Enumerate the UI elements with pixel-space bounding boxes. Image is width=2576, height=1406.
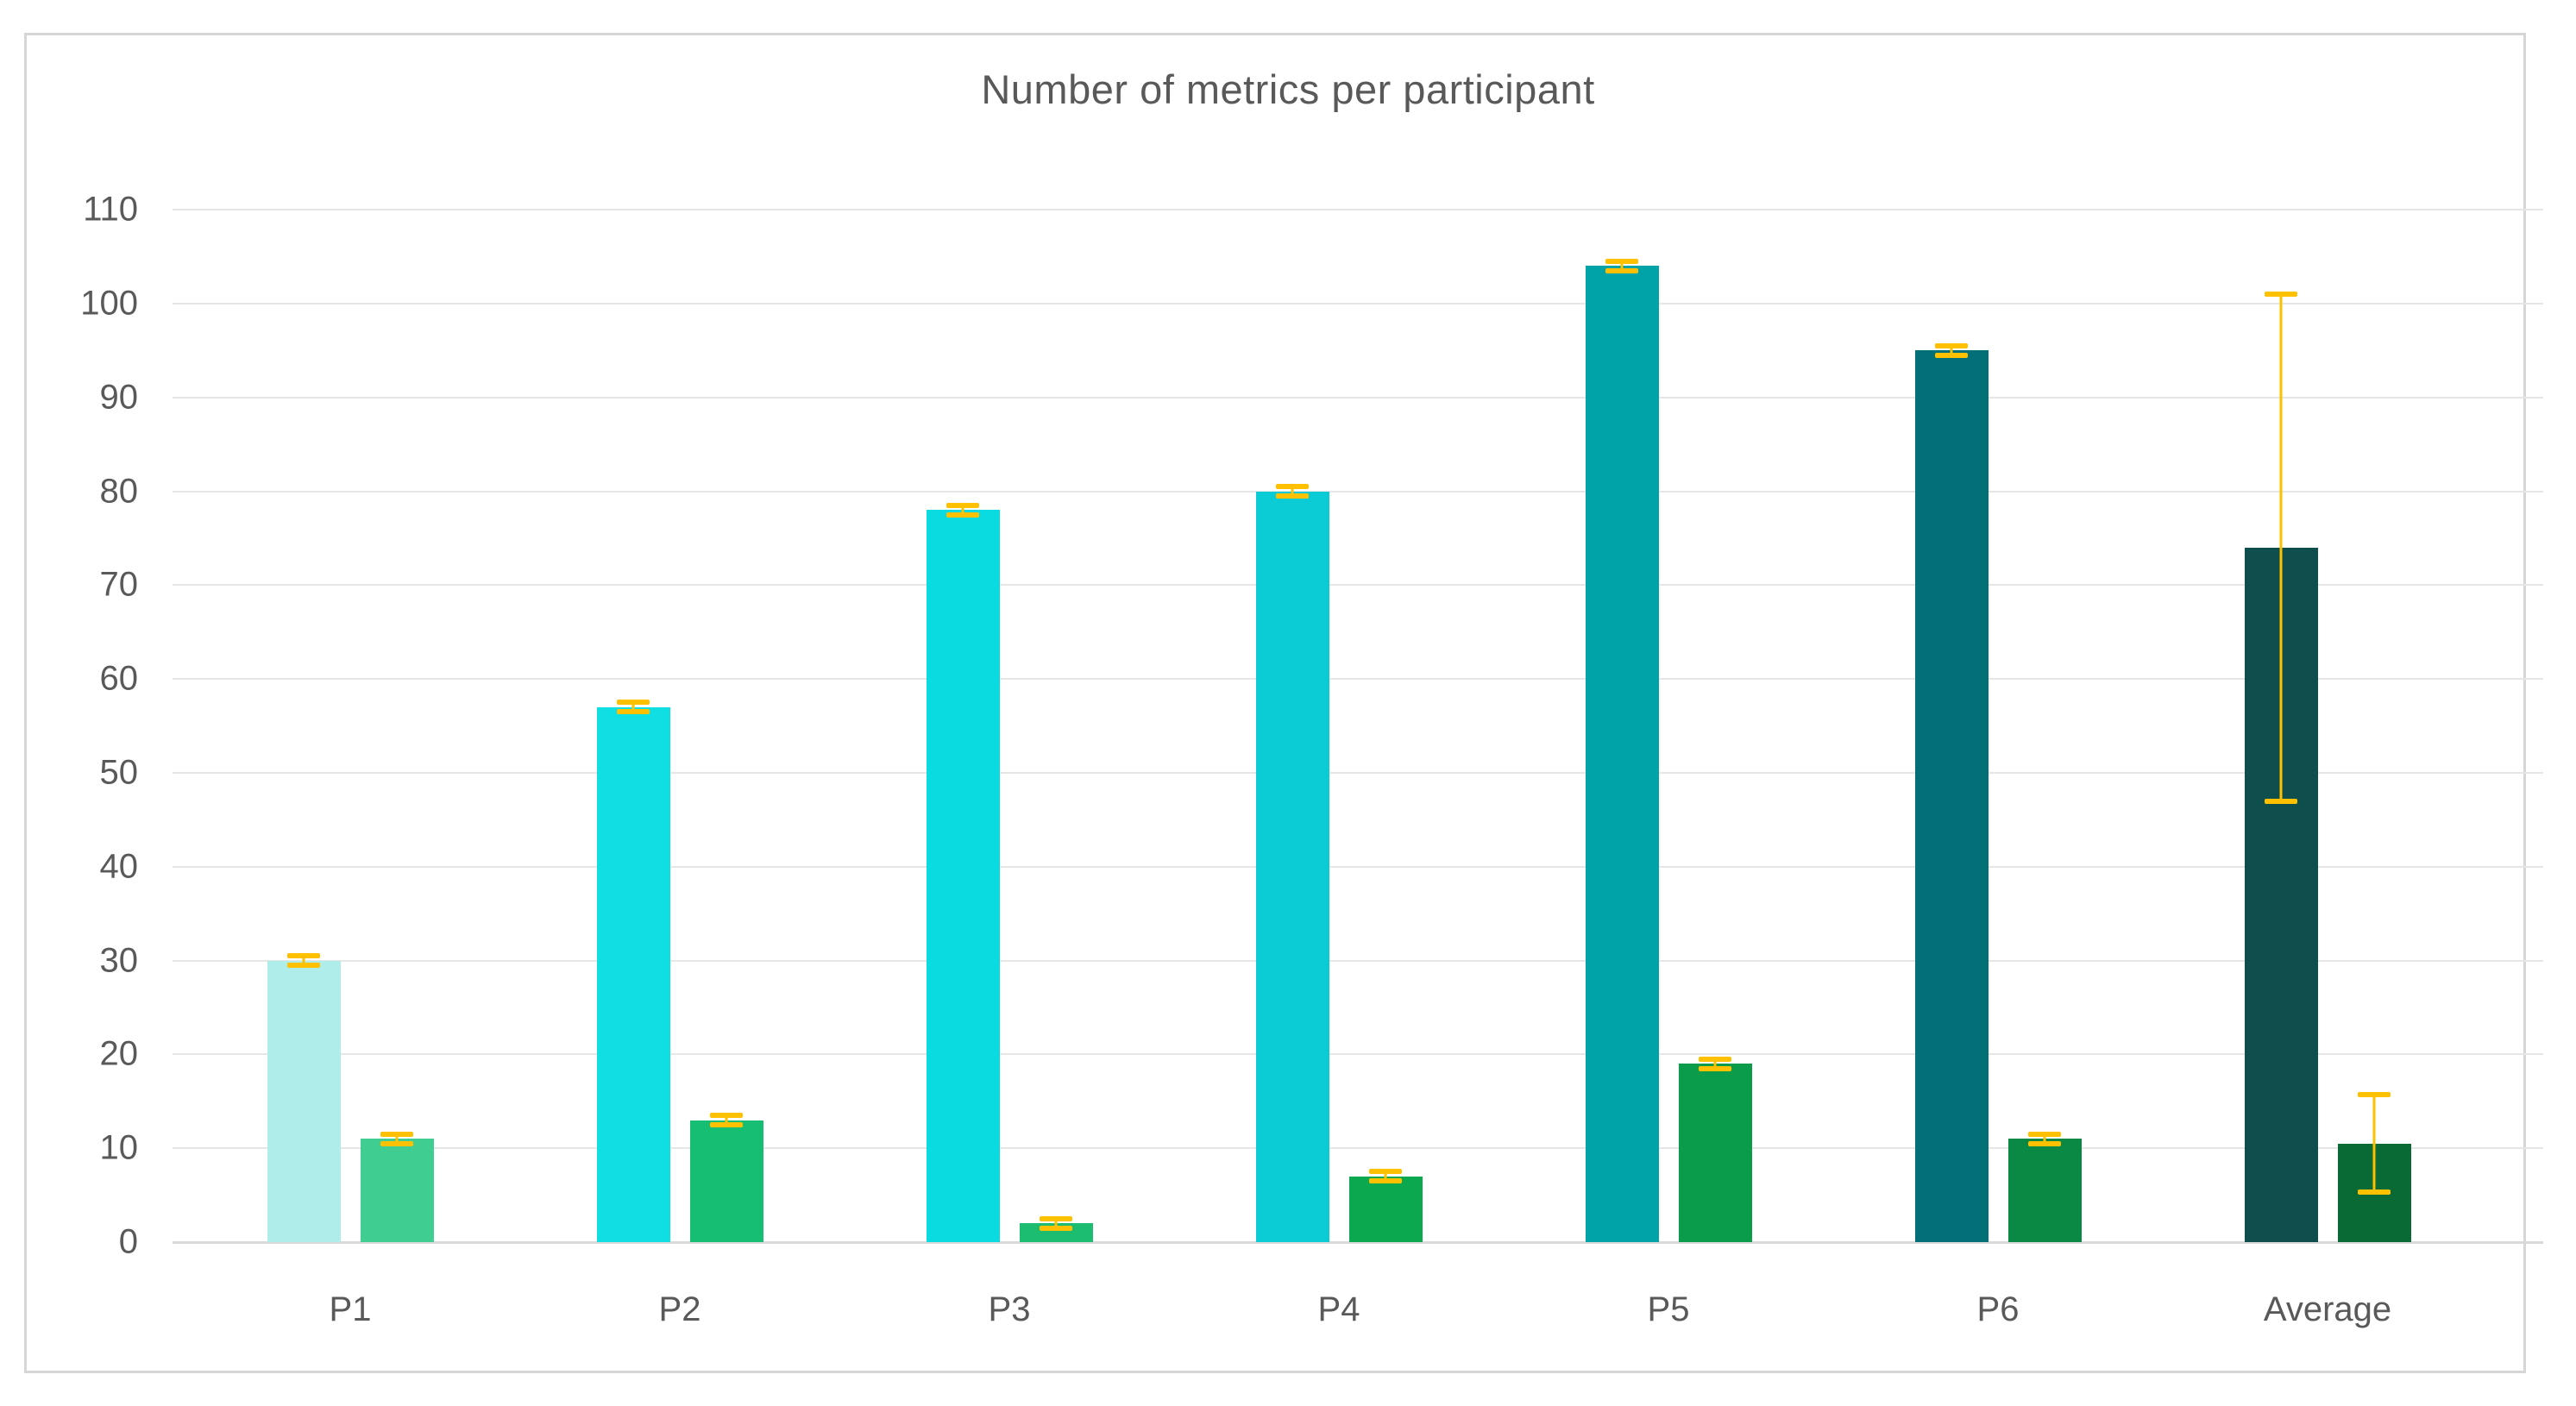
gridline-20 bbox=[173, 1053, 2543, 1056]
y-axis-label-60: 60 bbox=[99, 659, 139, 698]
error-bar-cap-bottom-series-2-Average bbox=[2358, 1189, 2391, 1196]
error-bar-cap-bottom-series-2-P3 bbox=[1040, 1225, 1072, 1231]
gridline-60 bbox=[173, 678, 2543, 681]
y-axis-label-100: 100 bbox=[80, 284, 138, 323]
error-bar-whisker-series-1-Average bbox=[2279, 294, 2283, 801]
error-bar-cap-bottom-series-2-P1 bbox=[380, 1140, 413, 1146]
error-bar-cap-bottom-series-1-P3 bbox=[946, 512, 979, 518]
y-axis-label-80: 80 bbox=[99, 472, 139, 511]
x-axis-label-P6: P6 bbox=[1976, 1290, 2020, 1328]
gridline-70 bbox=[173, 584, 2543, 587]
y-axis-label-110: 110 bbox=[83, 190, 138, 229]
error-bar-cap-bottom-series-2-P6 bbox=[2028, 1140, 2061, 1146]
y-axis-label-10: 10 bbox=[99, 1128, 139, 1167]
error-bar-cap-bottom-series-1-P2 bbox=[617, 709, 650, 715]
bar-series-2-P4 bbox=[1348, 1176, 1423, 1242]
error-bar-whisker-series-2-P1 bbox=[395, 1133, 399, 1144]
bar-series-1-P2 bbox=[596, 706, 670, 1242]
bar-series-1-P5 bbox=[1585, 266, 1659, 1242]
gridline-50 bbox=[173, 772, 2543, 774]
error-bar-whisker-series-2-P5 bbox=[1713, 1058, 1717, 1069]
error-bar-cap-bottom-series-1-P1 bbox=[287, 963, 320, 969]
error-bar-cap-bottom-series-1-P5 bbox=[1605, 267, 1638, 273]
x-axis-label-Average: Average bbox=[2263, 1290, 2392, 1328]
y-axis-label-70: 70 bbox=[99, 565, 139, 604]
error-bar-whisker-series-1-P5 bbox=[1620, 261, 1624, 271]
y-axis-label-0: 0 bbox=[118, 1222, 138, 1261]
error-bar-cap-top-series-1-P1 bbox=[287, 953, 320, 959]
error-bar-cap-bottom-series-1-P6 bbox=[1935, 352, 1968, 358]
gridline-100 bbox=[173, 303, 2543, 304]
x-axis-label-P2: P2 bbox=[658, 1290, 701, 1328]
error-bar-cap-bottom-series-2-P5 bbox=[1699, 1065, 1731, 1071]
error-bar-whisker-series-2-Average bbox=[2372, 1095, 2376, 1193]
error-bar-cap-bottom-series-2-P4 bbox=[1369, 1178, 1402, 1184]
error-bar-cap-top-series-2-P3 bbox=[1040, 1215, 1072, 1221]
error-bar-whisker-series-2-P3 bbox=[1054, 1218, 1058, 1228]
bar-series-1-P6 bbox=[1914, 350, 1989, 1242]
x-axis-line bbox=[173, 1241, 2543, 1244]
error-bar-whisker-series-1-P1 bbox=[302, 956, 305, 966]
error-bar-cap-top-series-2-P2 bbox=[710, 1113, 743, 1119]
error-bar-cap-top-series-1-P5 bbox=[1605, 259, 1638, 265]
error-bar-whisker-series-2-P4 bbox=[1384, 1171, 1387, 1182]
bar-series-1-P1 bbox=[267, 960, 341, 1242]
error-bar-cap-top-series-2-P4 bbox=[1369, 1169, 1402, 1175]
x-axis-label-P3: P3 bbox=[988, 1290, 1031, 1328]
error-bar-cap-top-series-2-P1 bbox=[380, 1131, 413, 1137]
error-bar-cap-top-series-1-P3 bbox=[946, 502, 979, 508]
gridline-80 bbox=[173, 490, 2543, 493]
error-bar-whisker-series-1-P6 bbox=[1950, 345, 1953, 355]
error-bar-cap-bottom-series-1-Average bbox=[2265, 798, 2297, 804]
gridline-40 bbox=[173, 865, 2543, 868]
chart-title: Number of metrics per participant bbox=[981, 66, 1595, 112]
error-bar-whisker-series-2-P6 bbox=[2043, 1133, 2046, 1144]
y-axis-label-90: 90 bbox=[99, 378, 139, 417]
error-bar-cap-bottom-series-2-P2 bbox=[710, 1122, 743, 1127]
error-bar-whisker-series-1-P2 bbox=[631, 702, 635, 712]
error-bar-cap-top-series-1-P4 bbox=[1276, 484, 1309, 490]
x-axis-label-P5: P5 bbox=[1647, 1290, 1690, 1328]
error-bar-cap-top-series-2-Average bbox=[2358, 1092, 2391, 1098]
bar-series-2-P5 bbox=[1678, 1064, 1752, 1242]
error-bar-cap-top-series-1-P6 bbox=[1935, 342, 1968, 348]
error-bar-cap-top-series-1-P2 bbox=[617, 700, 650, 706]
error-bar-cap-top-series-2-P6 bbox=[2028, 1131, 2061, 1137]
y-axis-label-40: 40 bbox=[99, 847, 139, 886]
gridline-30 bbox=[173, 959, 2543, 962]
bar-series-1-P3 bbox=[926, 510, 1000, 1242]
error-bar-whisker-series-1-P3 bbox=[961, 505, 964, 515]
error-bar-cap-top-series-1-Average bbox=[2265, 292, 2297, 298]
y-axis-label-50: 50 bbox=[99, 753, 139, 792]
error-bar-whisker-series-2-P2 bbox=[725, 1115, 728, 1125]
gridline-90 bbox=[173, 396, 2543, 399]
bar-series-2-P3 bbox=[1019, 1223, 1093, 1242]
error-bar-cap-top-series-2-P5 bbox=[1699, 1056, 1731, 1062]
y-axis-label-20: 20 bbox=[99, 1034, 139, 1073]
gridline-110 bbox=[173, 209, 2543, 211]
bar-series-2-P1 bbox=[360, 1139, 434, 1242]
error-bar-cap-bottom-series-1-P4 bbox=[1276, 493, 1309, 499]
error-bar-whisker-series-1-P4 bbox=[1291, 486, 1294, 497]
x-axis-label-P4: P4 bbox=[1317, 1290, 1360, 1328]
y-axis-label-30: 30 bbox=[99, 941, 139, 980]
bar-series-2-P2 bbox=[689, 1120, 763, 1242]
bar-series-1-P4 bbox=[1255, 491, 1329, 1242]
x-axis-label-P1: P1 bbox=[329, 1290, 372, 1328]
gridline-10 bbox=[173, 1147, 2543, 1150]
bar-series-2-P6 bbox=[2007, 1139, 2082, 1242]
